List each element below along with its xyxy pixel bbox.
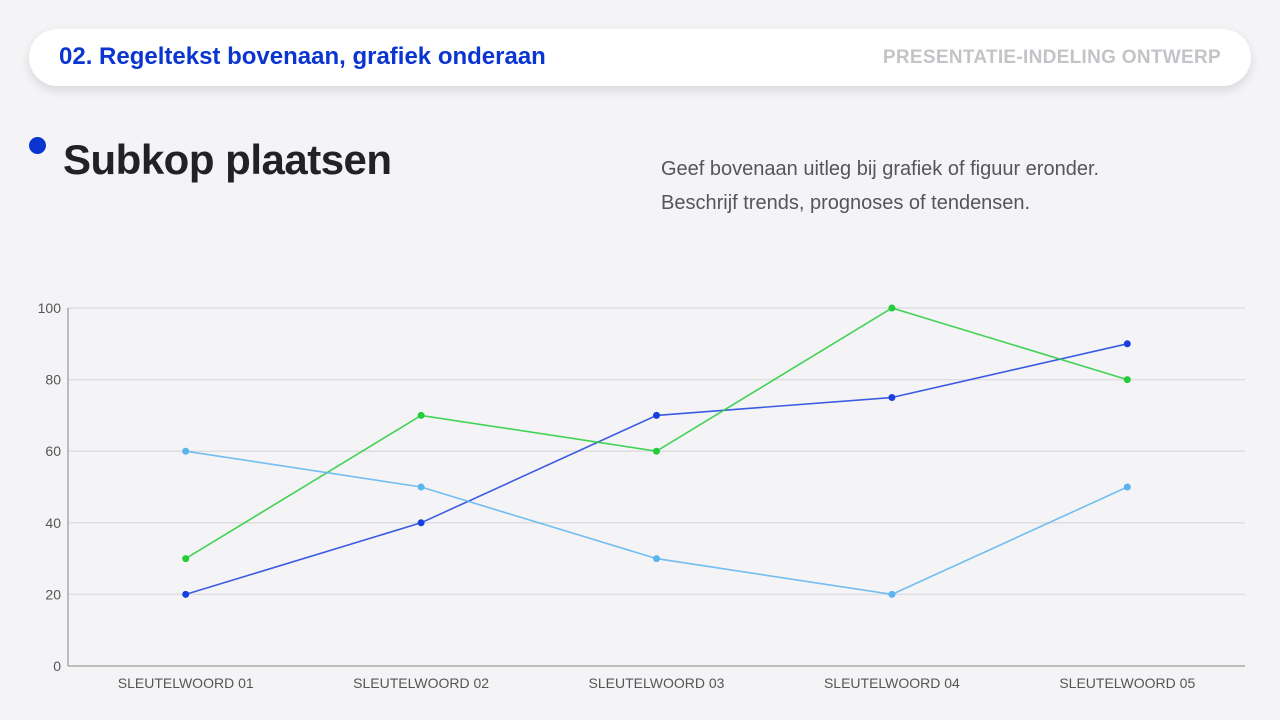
series-3-point (417, 483, 425, 491)
series-2-point (653, 447, 660, 455)
series-1-point (1123, 340, 1131, 348)
series-3-point (888, 590, 896, 598)
x-tick-label: SLEUTELWOORD 01 (118, 675, 254, 691)
header-label: PRESENTATIE-INDELING ONTWERP (882, 47, 1221, 68)
series-2-point (888, 304, 896, 312)
series-3-point (182, 447, 190, 455)
description: Geef bovenaan uitleg bij grafiek of figu… (661, 152, 1099, 220)
series-2-point (417, 411, 425, 419)
y-tick-label: 100 (38, 300, 62, 316)
series-3-point (1123, 483, 1131, 491)
description-line-1: Geef bovenaan uitleg bij grafiek of figu… (661, 158, 1100, 180)
subheading: Subkop plaatsen (63, 136, 392, 183)
series-1-point (417, 519, 425, 527)
y-tick-label: 60 (45, 443, 61, 459)
series-2-point (182, 555, 190, 563)
series-2-line (185, 307, 1128, 560)
x-tick-label: SLEUTELWOORD 05 (1059, 675, 1195, 691)
header-bar: 02. Regeltekst bovenaan, grafiek onderaa… (29, 29, 1251, 86)
slide-title: 02. Regeltekst bovenaan, grafiek onderaa… (59, 43, 546, 70)
series-1-point (653, 411, 660, 419)
series-2-point (1123, 376, 1131, 384)
series-1-point (888, 394, 896, 401)
y-tick-label: 20 (45, 586, 61, 602)
y-tick-label: 0 (53, 658, 61, 674)
x-tick-label: SLEUTELWOORD 02 (353, 675, 489, 691)
description-line-2: Beschrijf trends, prognoses of tendensen… (661, 192, 1031, 214)
x-tick-label: SLEUTELWOORD 04 (824, 675, 960, 691)
series-1-point (182, 590, 190, 598)
series-3-point (653, 555, 660, 563)
bullet-dot-icon (29, 137, 46, 154)
x-tick-label: SLEUTELWOORD 03 (589, 675, 725, 691)
y-tick-label: 80 (45, 372, 61, 388)
y-tick-label: 40 (45, 515, 61, 531)
